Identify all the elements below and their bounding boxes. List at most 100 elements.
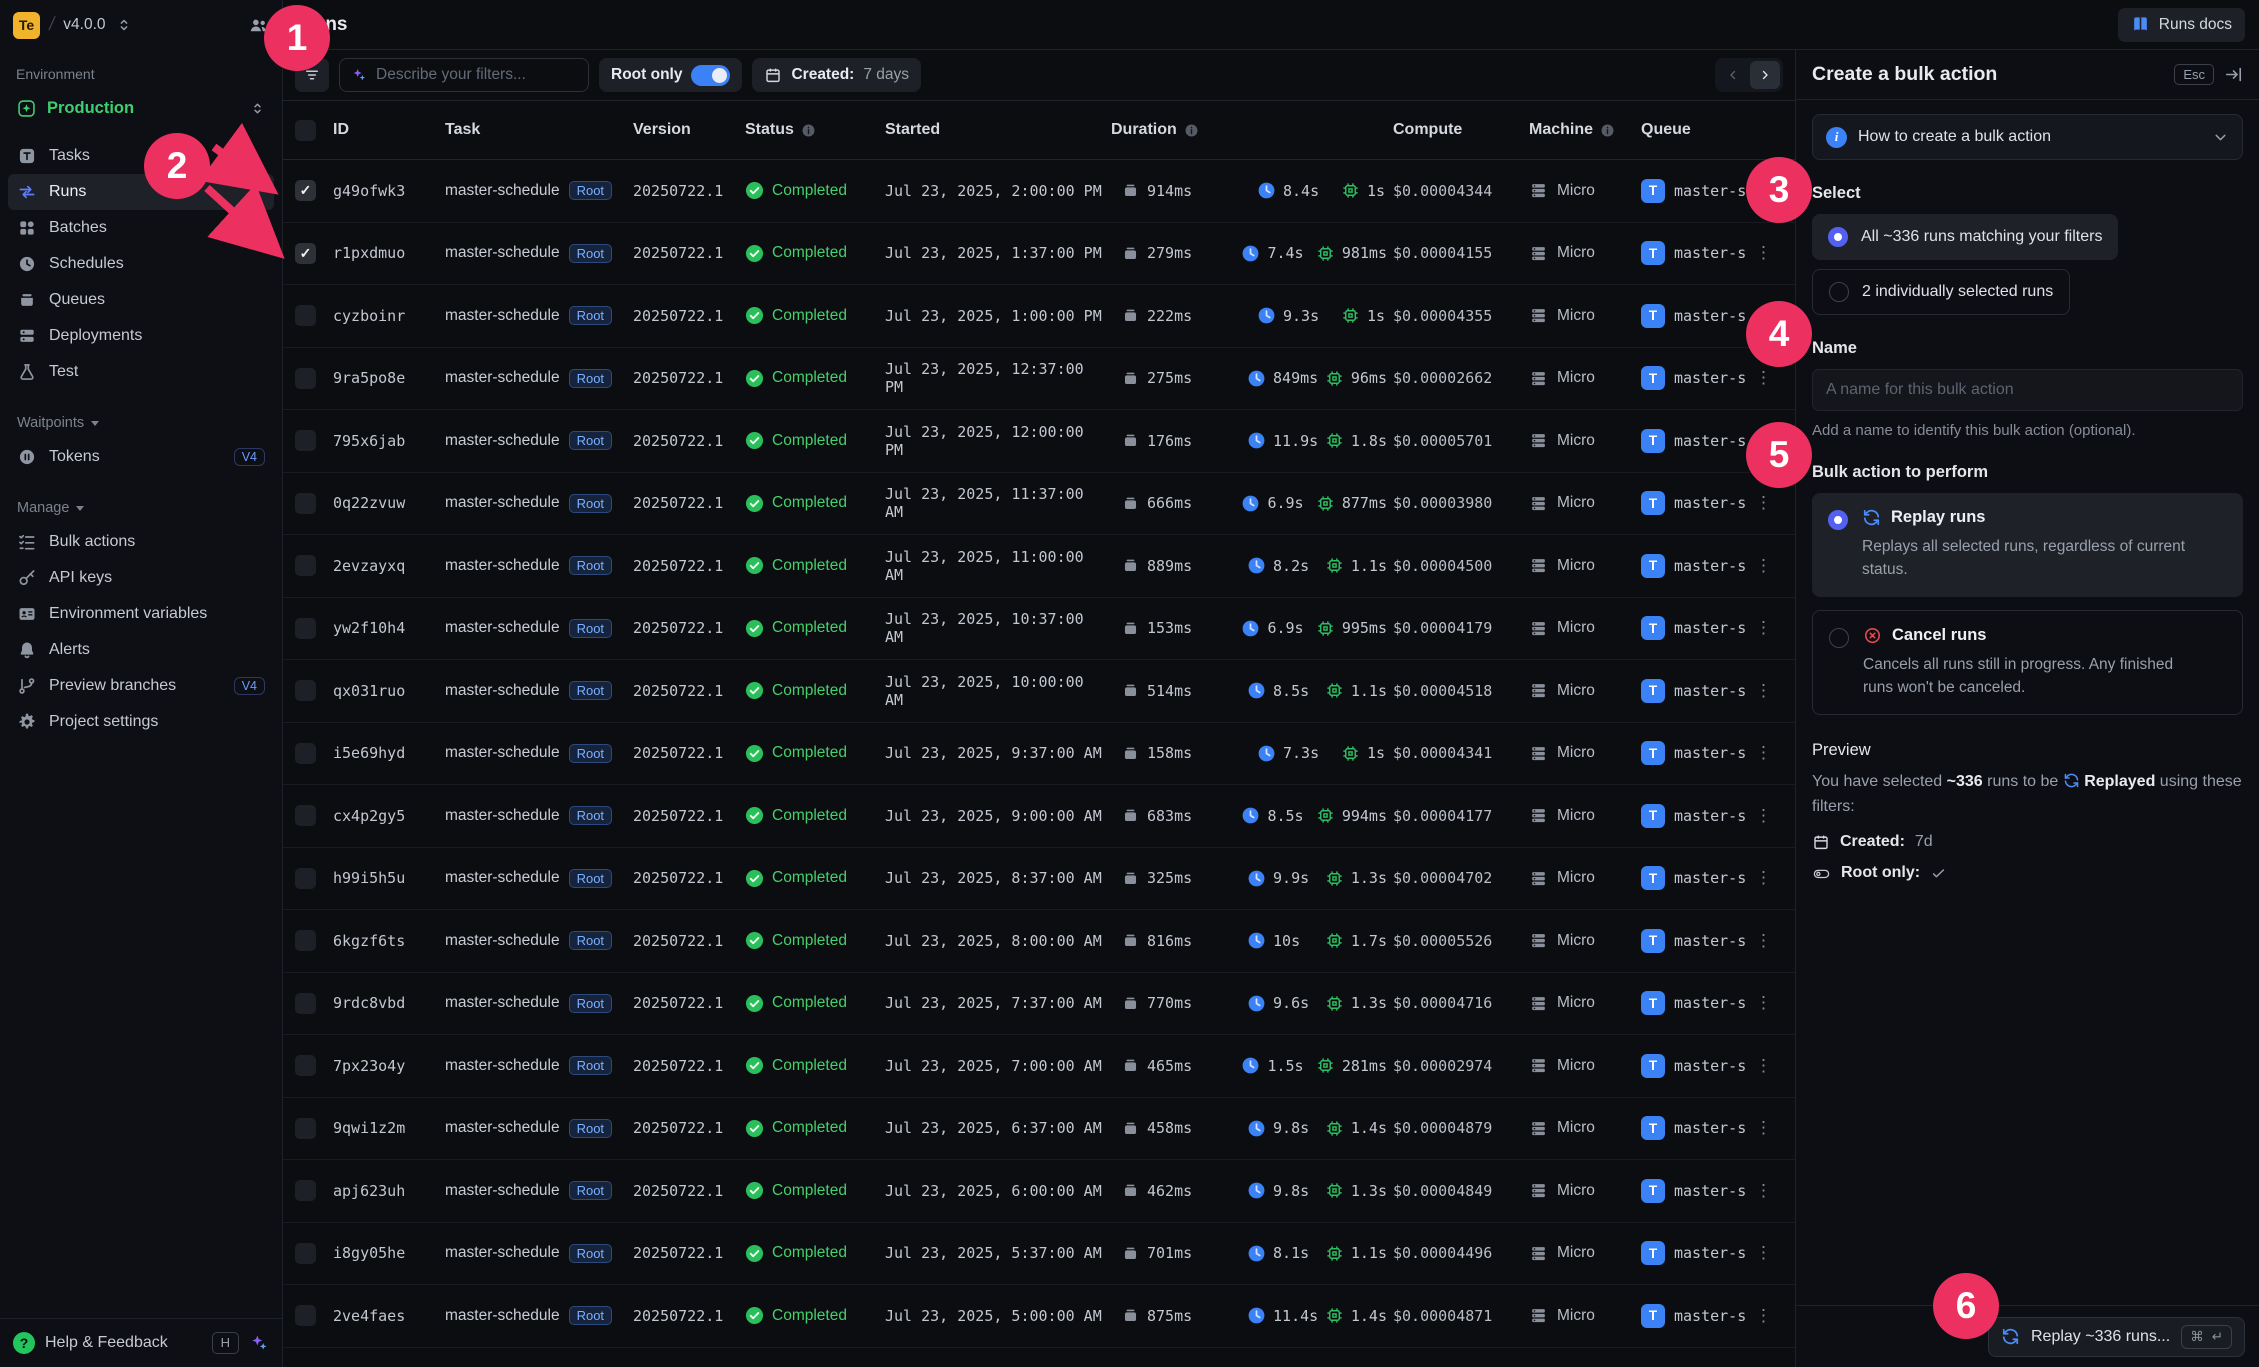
row-checkbox[interactable] — [295, 680, 316, 702]
row-menu-icon[interactable]: ⋮ — [1755, 493, 1772, 513]
table-row[interactable]: 0q22zvuw master-schedule Root 20250722.1… — [283, 473, 1795, 535]
row-menu-icon[interactable]: ⋮ — [1755, 1180, 1772, 1200]
run-id[interactable]: yw2f10h4 — [333, 619, 406, 638]
run-id[interactable]: 9rdc8vbd — [333, 994, 406, 1013]
row-checkbox[interactable] — [295, 992, 316, 1014]
table-row[interactable]: 9rdc8vbd master-schedule Root 20250722.1… — [283, 973, 1795, 1035]
sidebar-item-runs[interactable]: Runs — [8, 174, 274, 210]
row-checkbox[interactable] — [295, 492, 316, 514]
table-row[interactable]: 2evzayxq master-schedule Root 20250722.1… — [283, 535, 1795, 598]
run-id[interactable]: i5e69hyd — [333, 744, 406, 763]
table-row[interactable]: 795x6jab master-schedule Root 20250722.1… — [283, 410, 1795, 473]
row-checkbox[interactable] — [295, 305, 316, 327]
row-menu-icon[interactable]: ⋮ — [1755, 368, 1772, 388]
root-only-filter[interactable]: Root only — [599, 58, 743, 92]
table-row[interactable]: 7px23o4y master-schedule Root 20250722.1… — [283, 1035, 1795, 1098]
run-id[interactable]: 9qwi1z2m — [333, 1119, 406, 1138]
info-icon[interactable] — [1184, 123, 1199, 138]
table-row[interactable]: 6kgzf6ts master-schedule Root 20250722.1… — [283, 910, 1795, 973]
sidebar-item-api-keys[interactable]: API keys — [8, 560, 274, 596]
row-menu-icon[interactable]: ⋮ — [1755, 1243, 1772, 1263]
row-checkbox[interactable] — [295, 180, 316, 202]
row-checkbox[interactable] — [295, 867, 316, 889]
row-checkbox[interactable] — [295, 555, 316, 577]
run-id[interactable]: 0q22zvuw — [333, 494, 406, 513]
run-id[interactable]: 7px23o4y — [333, 1056, 406, 1075]
run-id[interactable]: r1pxdmuo — [333, 244, 406, 263]
sidebar-item-tasks[interactable]: Tasks — [8, 138, 274, 174]
table-row[interactable]: r1pxdmuo master-schedule Root 20250722.1… — [283, 223, 1795, 285]
bulk-action-name-input[interactable] — [1826, 381, 2229, 399]
run-id[interactable]: cx4p2gy5 — [333, 806, 406, 825]
table-row[interactable]: 9qwi1z2m master-schedule Root 20250722.1… — [283, 1098, 1795, 1160]
table-row[interactable]: 9ra5po8e master-schedule Root 20250722.1… — [283, 348, 1795, 410]
table-row[interactable]: g49ofwk3 master-schedule Root 20250722.1… — [283, 160, 1795, 223]
run-id[interactable]: 9ra5po8e — [333, 369, 406, 388]
row-menu-icon[interactable]: ⋮ — [1755, 1055, 1772, 1075]
select-all-checkbox[interactable] — [295, 119, 316, 141]
pagination-prev-button[interactable] — [1718, 61, 1748, 89]
row-menu-icon[interactable]: ⋮ — [1755, 680, 1772, 700]
runs-docs-button[interactable]: Runs docs — [2117, 7, 2245, 42]
sidebar-item-test[interactable]: Test — [8, 354, 274, 390]
sidebar-item-alerts[interactable]: Alerts — [8, 632, 274, 668]
run-id[interactable]: 795x6jab — [333, 431, 406, 450]
row-checkbox[interactable] — [295, 1117, 316, 1139]
row-menu-icon[interactable]: ⋮ — [1755, 930, 1772, 950]
help-feedback[interactable]: ? Help & Feedback H — [0, 1318, 282, 1367]
table-row[interactable]: i5e69hyd master-schedule Root 20250722.1… — [283, 723, 1795, 785]
row-menu-icon[interactable]: ⋮ — [1755, 1305, 1772, 1325]
run-id[interactable]: g49ofwk3 — [333, 181, 406, 200]
sidebar-item-tokens[interactable]: Tokens V4 — [8, 439, 274, 475]
row-menu-icon[interactable]: ⋮ — [1755, 1118, 1772, 1138]
row-menu-icon[interactable]: ⋮ — [1755, 555, 1772, 575]
run-id[interactable]: cyzboinr — [333, 306, 406, 325]
manage-section[interactable]: Manage — [17, 500, 265, 516]
row-checkbox[interactable] — [295, 742, 316, 764]
table-row[interactable]: 2ve4faes master-schedule Root 20250722.1… — [283, 1285, 1795, 1348]
sidebar-item-bulk-actions[interactable]: Bulk actions — [8, 524, 274, 560]
org-avatar[interactable]: Te — [13, 11, 40, 39]
run-id[interactable]: 2evzayxq — [333, 556, 406, 575]
run-id[interactable]: apj623uh — [333, 1181, 406, 1200]
sidebar-item-schedules[interactable]: Schedules — [8, 246, 274, 282]
table-row[interactable]: yw2f10h4 master-schedule Root 20250722.1… — [283, 598, 1795, 660]
pagination-next-button[interactable] — [1750, 61, 1780, 89]
sidebar-item-queues[interactable]: Queues — [8, 282, 274, 318]
row-checkbox[interactable] — [295, 1242, 316, 1264]
row-checkbox[interactable] — [295, 1180, 316, 1202]
run-id[interactable]: h99i5h5u — [333, 869, 406, 888]
environment-selector[interactable]: Production — [0, 92, 282, 124]
run-id[interactable]: 2ve4faes — [333, 1306, 406, 1325]
table-row[interactable]: i8gy05he master-schedule Root 20250722.1… — [283, 1223, 1795, 1285]
table-row[interactable]: cyzboinr master-schedule Root 20250722.1… — [283, 285, 1795, 348]
how-to-accordion[interactable]: i How to create a bulk action — [1812, 114, 2243, 160]
info-icon[interactable] — [801, 123, 816, 138]
cancel-runs-option[interactable]: Cancel runs Cancels all runs still in pr… — [1812, 609, 2243, 715]
row-checkbox[interactable] — [295, 1055, 316, 1077]
sidebar-item-preview-branches[interactable]: Preview branches V4 — [8, 668, 274, 704]
select-all-option[interactable]: All ~336 runs matching your filters — [1812, 214, 2119, 260]
run-id[interactable]: qx031ruo — [333, 681, 406, 700]
describe-filters-field[interactable] — [339, 58, 589, 92]
run-id[interactable]: 6kgzf6ts — [333, 931, 406, 950]
run-id[interactable]: i8gy05he — [333, 1244, 406, 1263]
project-version[interactable]: v4.0.0 — [63, 16, 106, 33]
describe-filters-input[interactable] — [376, 66, 577, 84]
select-individual-option[interactable]: 2 individually selected runs — [1812, 269, 2071, 315]
close-panel-icon[interactable] — [2224, 65, 2243, 84]
created-filter[interactable]: Created: 7 days — [752, 58, 922, 92]
sidebar-item-deployments[interactable]: Deployments — [8, 318, 274, 354]
row-menu-icon[interactable]: ⋮ — [1755, 743, 1772, 763]
replay-runs-option[interactable]: Replay runs Replays all selected runs, r… — [1812, 493, 2243, 597]
waitpoints-section[interactable]: Waitpoints — [17, 415, 265, 431]
sidebar-item-project-settings[interactable]: Project settings — [8, 704, 274, 740]
row-checkbox[interactable] — [295, 430, 316, 452]
row-checkbox[interactable] — [295, 617, 316, 639]
row-menu-icon[interactable]: ⋮ — [1755, 805, 1772, 825]
table-row[interactable]: apj623uh master-schedule Root 20250722.1… — [283, 1160, 1795, 1223]
replay-submit-button[interactable]: Replay ~336 runs... ⌘ ↵ — [1987, 1316, 2245, 1357]
chevron-updown-icon[interactable] — [115, 16, 133, 34]
row-menu-icon[interactable]: ⋮ — [1755, 618, 1772, 638]
row-checkbox[interactable] — [295, 367, 316, 389]
